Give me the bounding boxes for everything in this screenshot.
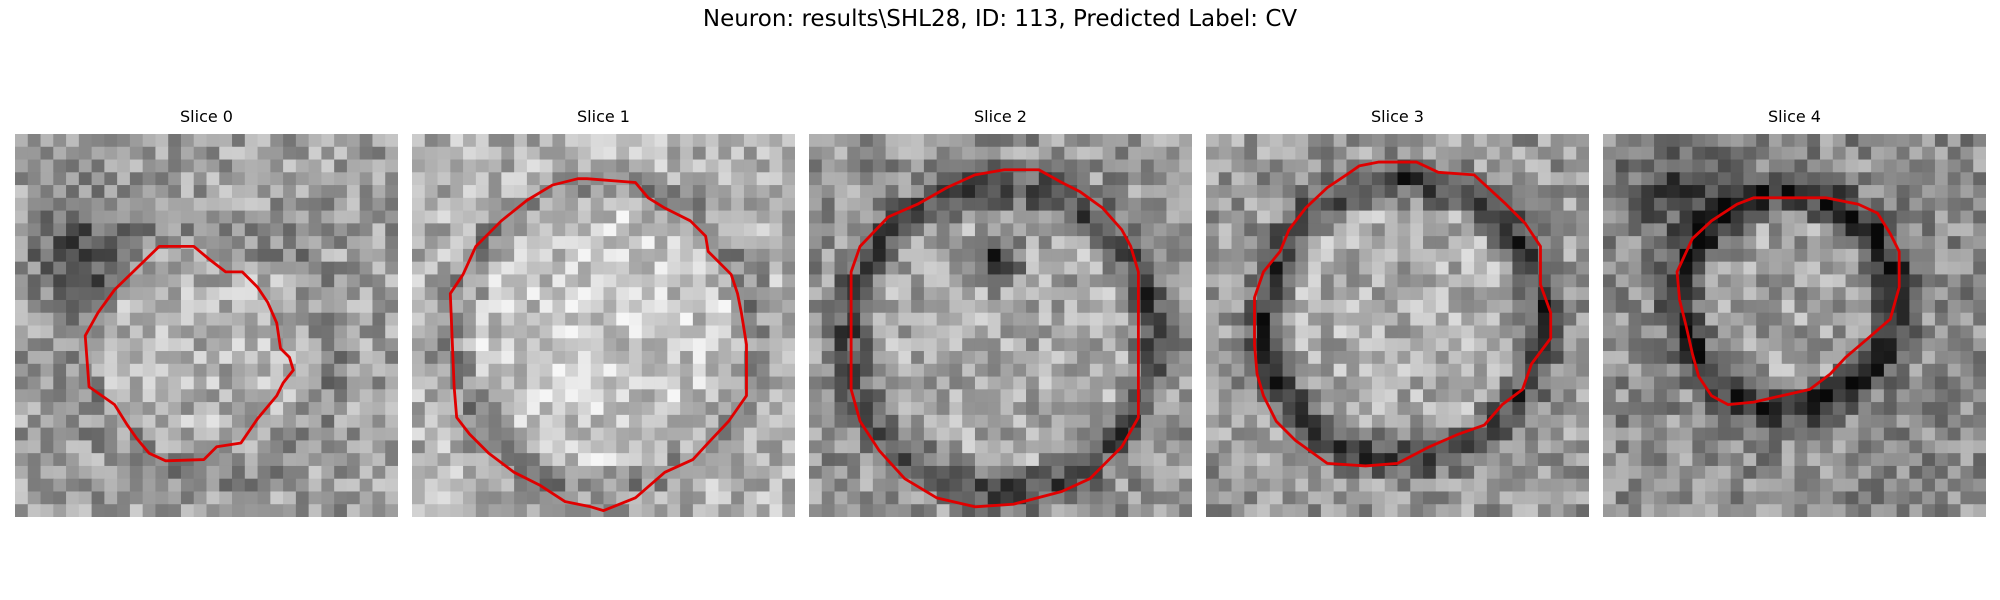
- slice-1-pixels: [412, 134, 795, 517]
- slice-4-contour: [1675, 196, 1901, 407]
- slice-4-pixels: [1603, 134, 1986, 517]
- slice-2-contour: [849, 168, 1140, 509]
- slice-image-2: [809, 134, 1192, 517]
- slice-image-4: [1603, 134, 1986, 517]
- slice-title-4: Slice 4: [1768, 107, 1821, 126]
- figure-title: Neuron: results\SHL28, ID: 113, Predicte…: [702, 6, 1298, 32]
- slice-0-pixels: [15, 134, 398, 517]
- slice-3-contour: [1253, 160, 1553, 468]
- slice-3-pixels: [1206, 134, 1589, 517]
- slice-image-3: [1206, 134, 1589, 517]
- slice-2-pixels: [809, 134, 1192, 517]
- slice-0-contour: [83, 244, 295, 463]
- slice-title-3: Slice 3: [1371, 107, 1424, 126]
- slice-image-1: [412, 134, 795, 517]
- slice-image-0: [15, 134, 398, 517]
- slice-title-1: Slice 1: [577, 107, 630, 126]
- slice-1-contour: [448, 177, 748, 513]
- slice-title-2: Slice 2: [974, 107, 1027, 126]
- slice-title-0: Slice 0: [180, 107, 233, 126]
